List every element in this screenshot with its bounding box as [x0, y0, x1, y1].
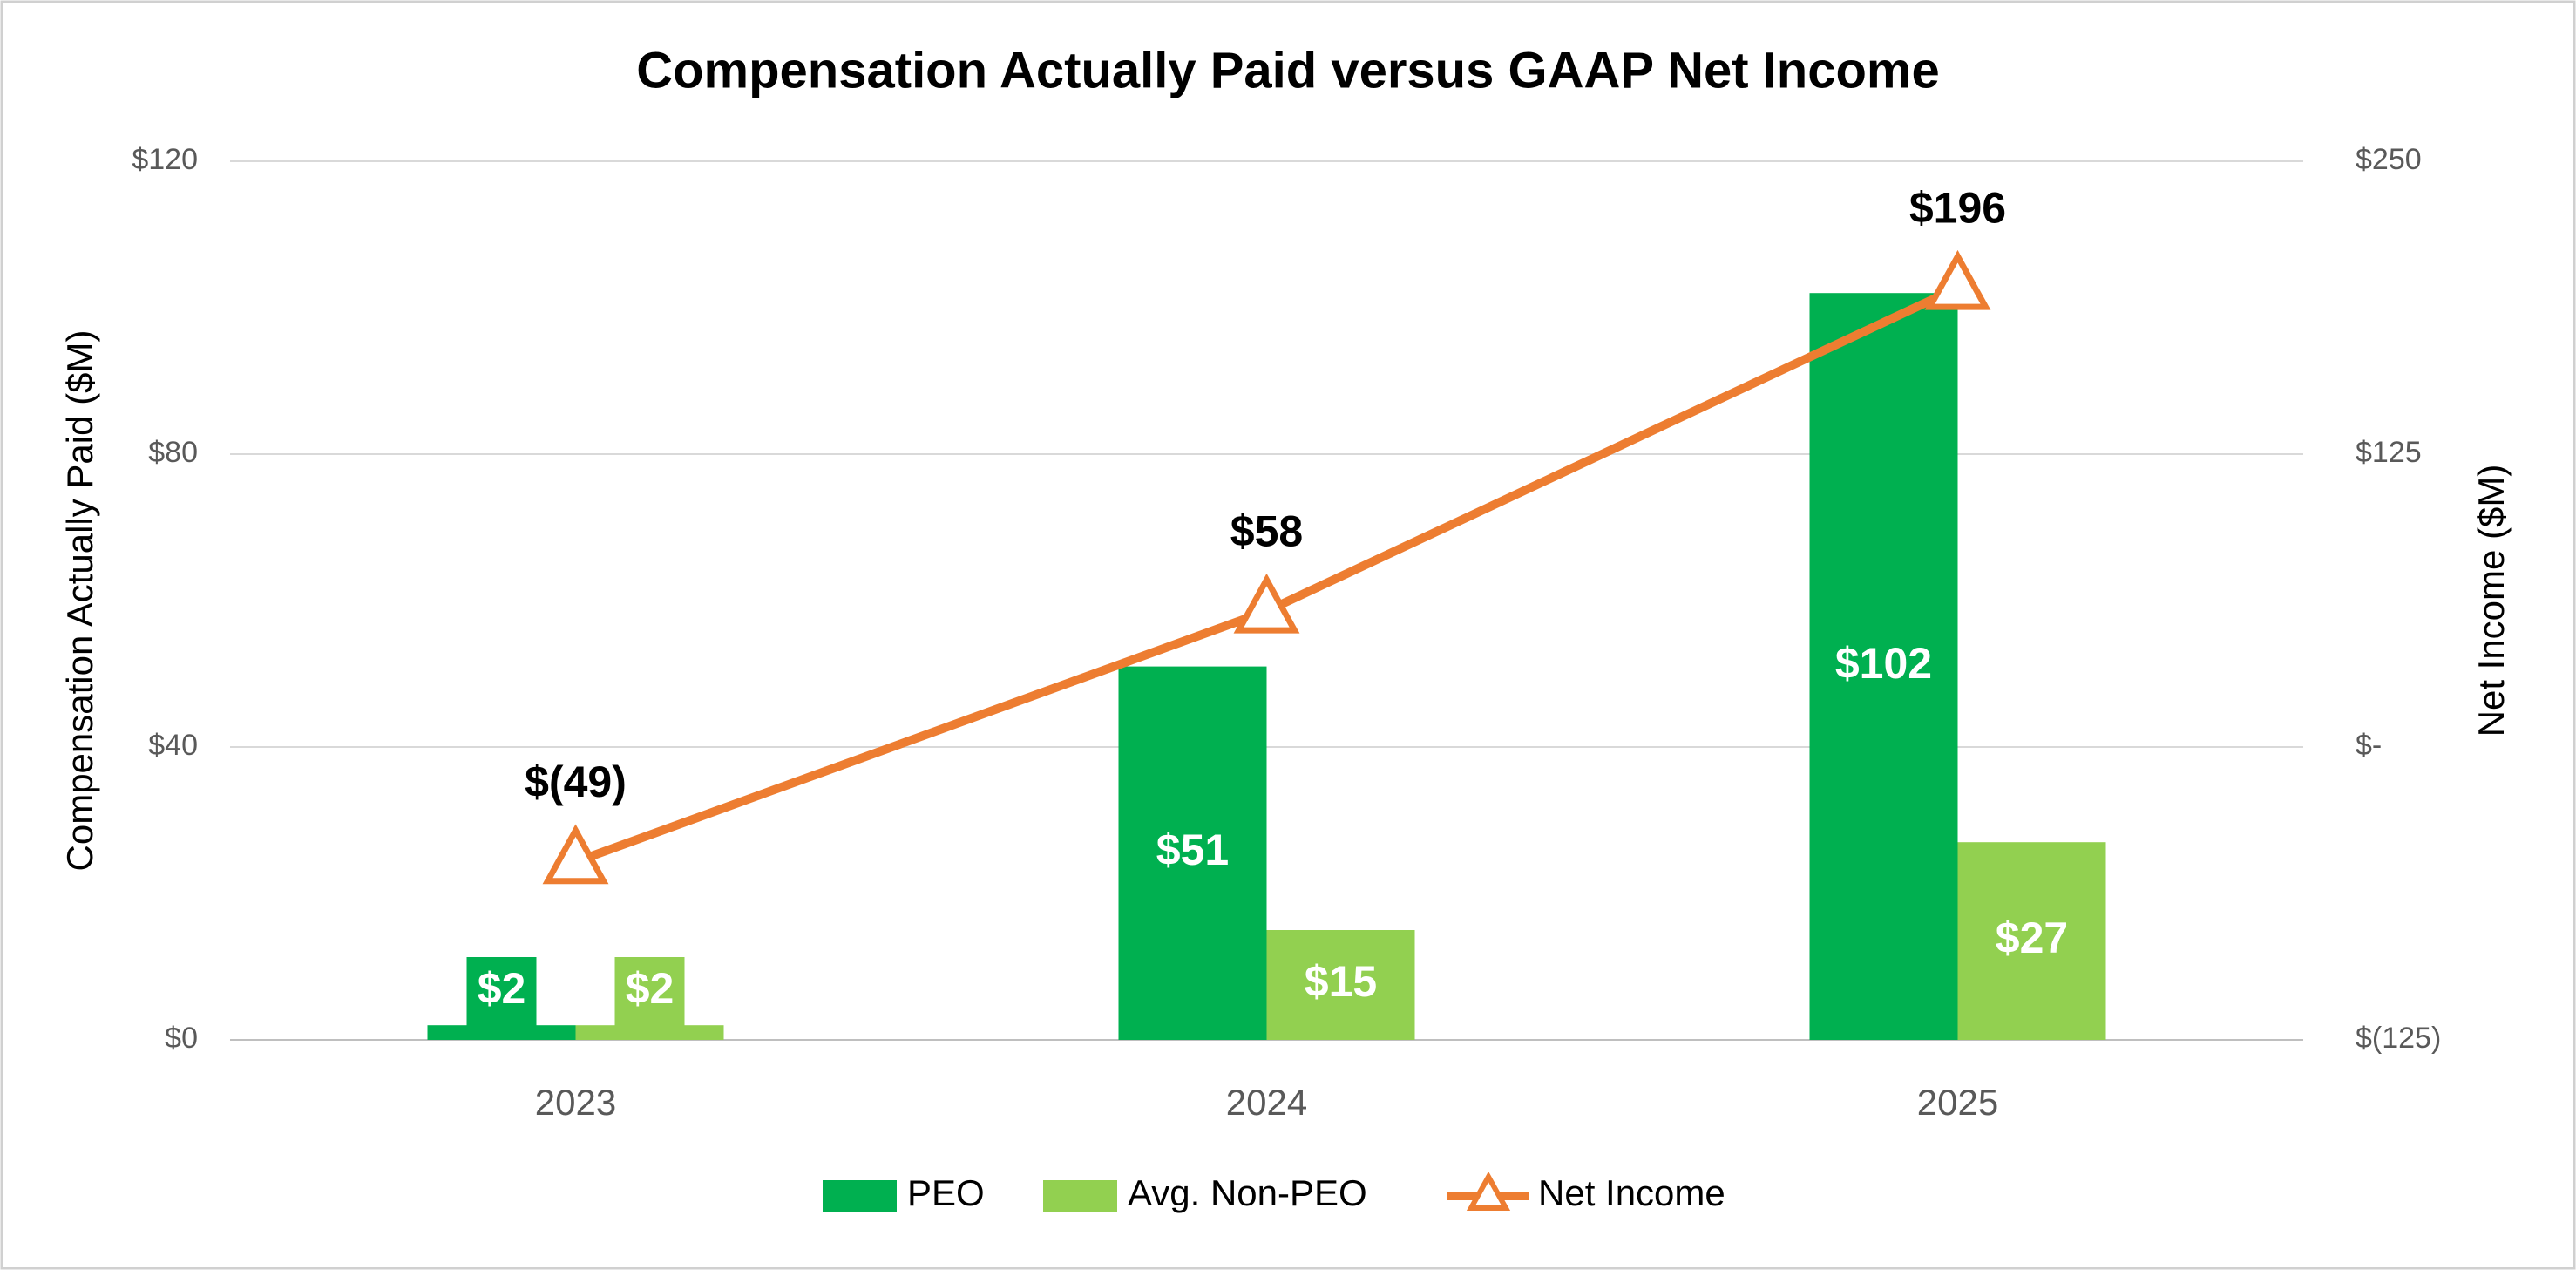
y2-axis-title: Net Income ($M): [2471, 465, 2512, 737]
y2-tick-label: $(125): [2356, 1022, 2441, 1055]
legend-label: Net Income: [1538, 1172, 1725, 1213]
y-axis-title: Compensation Actually Paid ($M): [59, 330, 100, 872]
line-marker: [1233, 573, 1300, 634]
y-tick-label: $120: [132, 143, 198, 176]
legend-label: PEO: [907, 1172, 985, 1213]
x-tick-label: 2025: [1917, 1082, 1998, 1123]
data-label: $15: [1305, 957, 1377, 1006]
bar: [575, 1025, 724, 1040]
data-label: $51: [1156, 825, 1229, 874]
data-label-box: [614, 957, 685, 1027]
legend-label: Avg. Non-PEO: [1128, 1172, 1367, 1213]
bar: [1957, 842, 2106, 1040]
data-label-box: [466, 957, 537, 1027]
y2-tick-label: $-: [2356, 729, 2382, 762]
y2-tick-label: $125: [2356, 436, 2422, 469]
data-label: $27: [1996, 913, 2068, 962]
legend-marker: [1466, 1171, 1511, 1211]
data-label: $2: [626, 964, 675, 1013]
data-label: $(49): [525, 757, 627, 806]
y2-tick-label: $250: [2356, 143, 2422, 176]
bar: [427, 1025, 576, 1040]
data-label: $102: [1835, 639, 1932, 688]
y-tick-label: $0: [165, 1022, 198, 1055]
x-tick-label: 2024: [1226, 1082, 1307, 1123]
line-marker: [1924, 249, 1991, 310]
y-tick-label: $40: [148, 729, 198, 762]
bar: [1118, 666, 1267, 1040]
line-marker: [542, 824, 609, 885]
data-label: $58: [1230, 506, 1303, 555]
bar: [1266, 930, 1415, 1040]
data-label: $196: [1909, 183, 2006, 232]
y-tick-label: $80: [148, 436, 198, 469]
legend-swatch: [823, 1180, 897, 1212]
legend-swatch: [1043, 1180, 1117, 1212]
x-tick-label: 2023: [535, 1082, 616, 1123]
data-label: $2: [478, 964, 526, 1013]
chart-title: Compensation Actually Paid versus GAAP N…: [636, 42, 1940, 98]
bar: [1809, 293, 1958, 1040]
